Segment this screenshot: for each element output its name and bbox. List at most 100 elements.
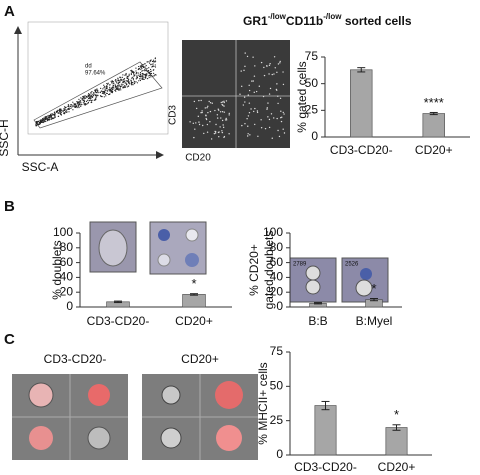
dot bbox=[93, 92, 95, 94]
dot bbox=[252, 110, 255, 113]
dot bbox=[106, 92, 108, 95]
dot bbox=[147, 78, 149, 80]
dot bbox=[128, 80, 130, 83]
dot bbox=[145, 70, 147, 72]
dot bbox=[72, 101, 74, 103]
dot bbox=[228, 133, 230, 135]
dot bbox=[198, 99, 200, 102]
flow-plot: SSC-H SSC-A dd 97.64% bbox=[0, 21, 169, 174]
dot bbox=[112, 86, 114, 88]
dot bbox=[41, 121, 43, 123]
dot bbox=[109, 88, 111, 90]
dot bbox=[142, 63, 144, 66]
dot bbox=[267, 102, 269, 104]
dot bbox=[118, 89, 120, 91]
dot bbox=[264, 127, 267, 130]
dot bbox=[282, 83, 285, 86]
dot bbox=[42, 119, 44, 121]
dot bbox=[133, 80, 135, 82]
dot bbox=[107, 82, 109, 84]
panel-title: GR1-/lowCD11b-/low sorted cells bbox=[243, 12, 412, 28]
dot bbox=[106, 90, 109, 92]
dot bbox=[97, 94, 99, 96]
gate-label: 97.64% bbox=[85, 71, 106, 77]
y-axis-label: % doublets bbox=[50, 240, 64, 299]
dot bbox=[152, 75, 154, 77]
dot bbox=[54, 115, 56, 117]
dot bbox=[36, 125, 38, 127]
dot bbox=[130, 80, 132, 82]
dot bbox=[65, 110, 67, 112]
dot bbox=[123, 80, 125, 83]
dot bbox=[223, 100, 225, 102]
error-bar bbox=[392, 424, 401, 431]
dot bbox=[119, 87, 121, 90]
dot bbox=[89, 97, 91, 100]
dot bbox=[76, 102, 78, 104]
dot bbox=[38, 123, 40, 125]
dot bbox=[44, 116, 46, 118]
dot bbox=[142, 69, 144, 72]
dot bbox=[218, 136, 220, 138]
dot bbox=[254, 123, 256, 126]
dot bbox=[40, 119, 42, 121]
dot bbox=[111, 90, 113, 93]
dot bbox=[152, 69, 154, 71]
dot bbox=[244, 101, 246, 103]
dot bbox=[134, 74, 136, 76]
dot bbox=[114, 89, 117, 91]
dot bbox=[250, 108, 252, 110]
dot bbox=[70, 107, 72, 110]
dot bbox=[112, 81, 115, 83]
dot bbox=[94, 98, 96, 100]
x-tick-label: CD20+ bbox=[378, 460, 416, 474]
dot bbox=[115, 88, 118, 90]
dot bbox=[133, 82, 136, 85]
dot bbox=[120, 89, 122, 91]
dot bbox=[85, 95, 87, 97]
dot bbox=[116, 85, 118, 88]
dot bbox=[78, 102, 80, 105]
dot bbox=[280, 110, 282, 112]
x-tick-label: CD20+ bbox=[175, 314, 213, 328]
dot bbox=[279, 97, 282, 100]
y-tick-label: 60 bbox=[270, 255, 284, 269]
dot bbox=[282, 128, 284, 130]
error-bar bbox=[370, 297, 378, 302]
dot bbox=[244, 52, 246, 54]
dot bbox=[122, 74, 124, 76]
dot bbox=[266, 65, 268, 67]
dot bbox=[103, 87, 105, 89]
dot bbox=[144, 75, 146, 77]
dot bbox=[143, 78, 145, 81]
dot bbox=[254, 107, 256, 110]
dot bbox=[275, 88, 278, 91]
dot bbox=[43, 118, 45, 120]
dot bbox=[63, 108, 65, 110]
dot bbox=[141, 65, 144, 67]
dot bbox=[124, 74, 126, 76]
dot bbox=[221, 119, 224, 122]
dot bbox=[240, 70, 242, 72]
dot bbox=[242, 104, 245, 106]
dot bbox=[213, 132, 216, 135]
dot bbox=[46, 120, 49, 122]
dot bbox=[193, 136, 195, 139]
dot bbox=[64, 113, 66, 115]
dot bbox=[101, 95, 103, 98]
dot bbox=[108, 89, 110, 91]
dot bbox=[130, 73, 132, 76]
dot bbox=[97, 90, 99, 93]
dot bbox=[222, 124, 224, 126]
dot bbox=[140, 65, 142, 67]
dot bbox=[228, 112, 230, 115]
dot bbox=[57, 112, 59, 115]
dot bbox=[108, 93, 110, 96]
dot bbox=[266, 108, 268, 110]
dot bbox=[106, 89, 108, 91]
dot bbox=[142, 66, 145, 69]
dot bbox=[96, 89, 98, 91]
dot bbox=[277, 102, 279, 105]
dot bbox=[90, 101, 92, 104]
dot bbox=[150, 76, 152, 78]
